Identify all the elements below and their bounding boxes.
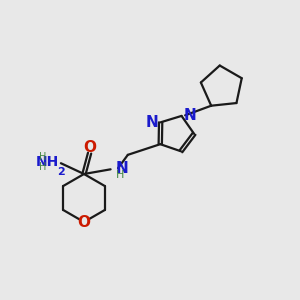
- Text: NH: NH: [36, 155, 59, 169]
- Text: N: N: [184, 108, 197, 123]
- Text: O: O: [77, 215, 91, 230]
- Text: H: H: [39, 152, 46, 162]
- Text: N: N: [146, 115, 158, 130]
- Text: O: O: [83, 140, 96, 155]
- Text: H: H: [116, 170, 124, 180]
- Text: H: H: [39, 162, 46, 172]
- Text: N: N: [116, 161, 129, 176]
- Text: 2: 2: [57, 167, 64, 177]
